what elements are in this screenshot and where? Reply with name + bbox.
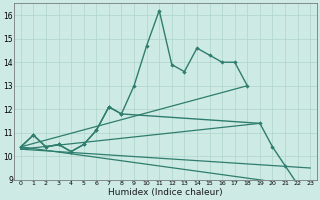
X-axis label: Humidex (Indice chaleur): Humidex (Indice chaleur) bbox=[108, 188, 223, 197]
